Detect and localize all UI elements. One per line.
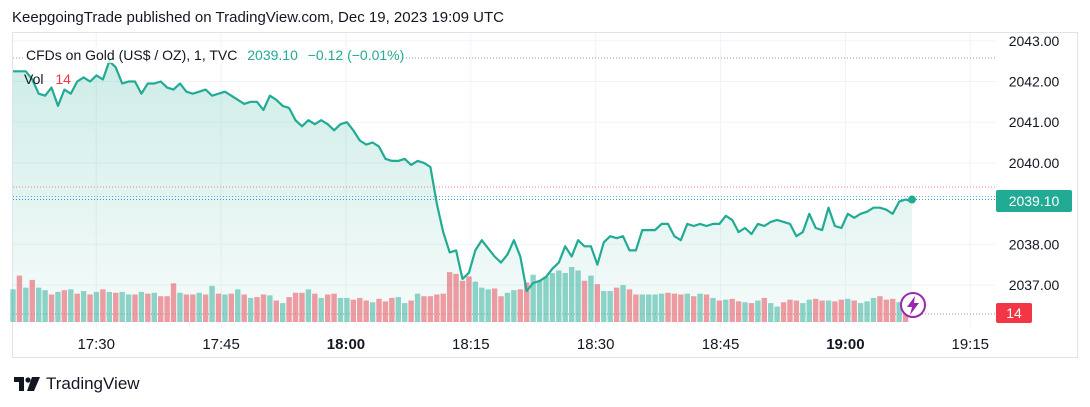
- chart-frame: [12, 32, 1078, 358]
- symbol-title: CFDs on Gold (US$ / OZ), 1, TVC: [26, 47, 238, 63]
- y-tick-label: 2043.00: [1009, 33, 1060, 49]
- legend-change: −0.12 (−0.01%): [307, 47, 405, 63]
- last-price-badge: 2039.10: [996, 190, 1072, 212]
- publisher-line: KeepgoingTrade published on TradingView.…: [12, 9, 504, 26]
- legend-price: 2039.10: [247, 47, 298, 63]
- symbol-legend[interactable]: CFDs on Gold (US$ / OZ), 1, TVC 2039.10 …: [24, 47, 407, 63]
- x-tick-label: 18:30: [577, 336, 615, 353]
- x-tick-label: 17:45: [202, 336, 240, 353]
- x-tick-label: 18:15: [452, 336, 490, 353]
- last-volume-badge: 14: [996, 303, 1032, 323]
- tradingview-logo-icon: [14, 377, 40, 391]
- x-tick-label: 18:45: [702, 336, 740, 353]
- brand-name: TradingView: [46, 374, 140, 393]
- price-line: [13, 60, 913, 293]
- y-axis-labels: 2043.00 2042.00 2041.00 2040.00 2038.00 2037.…: [1009, 33, 1060, 293]
- last-price-dot: [908, 195, 916, 204]
- volume-legend[interactable]: Vol 14: [24, 71, 71, 87]
- x-axis-labels: 17:30 17:45 18:00 18:15 18:30 18:45 19:00 19:15: [77, 336, 989, 353]
- y-tick-label: 2040.00: [1009, 155, 1060, 171]
- volume-value: 14: [55, 71, 71, 87]
- x-tick-label: 19:15: [951, 336, 989, 353]
- y-tick-label: 2042.00: [1009, 74, 1060, 90]
- y-tick-label: 2038.00: [1009, 236, 1060, 252]
- x-tick-label: 19:00: [826, 336, 864, 353]
- price-area-fill: [13, 61, 912, 322]
- lightning-icon[interactable]: [900, 292, 926, 318]
- y-tick-label: 2041.00: [1009, 114, 1060, 130]
- x-tick-label: 18:00: [327, 336, 365, 353]
- volume-label: Vol: [24, 71, 44, 87]
- footer-brand[interactable]: TradingView: [14, 374, 140, 394]
- x-tick-label: 17:30: [77, 336, 115, 353]
- y-tick-label: 2037.00: [1009, 277, 1060, 293]
